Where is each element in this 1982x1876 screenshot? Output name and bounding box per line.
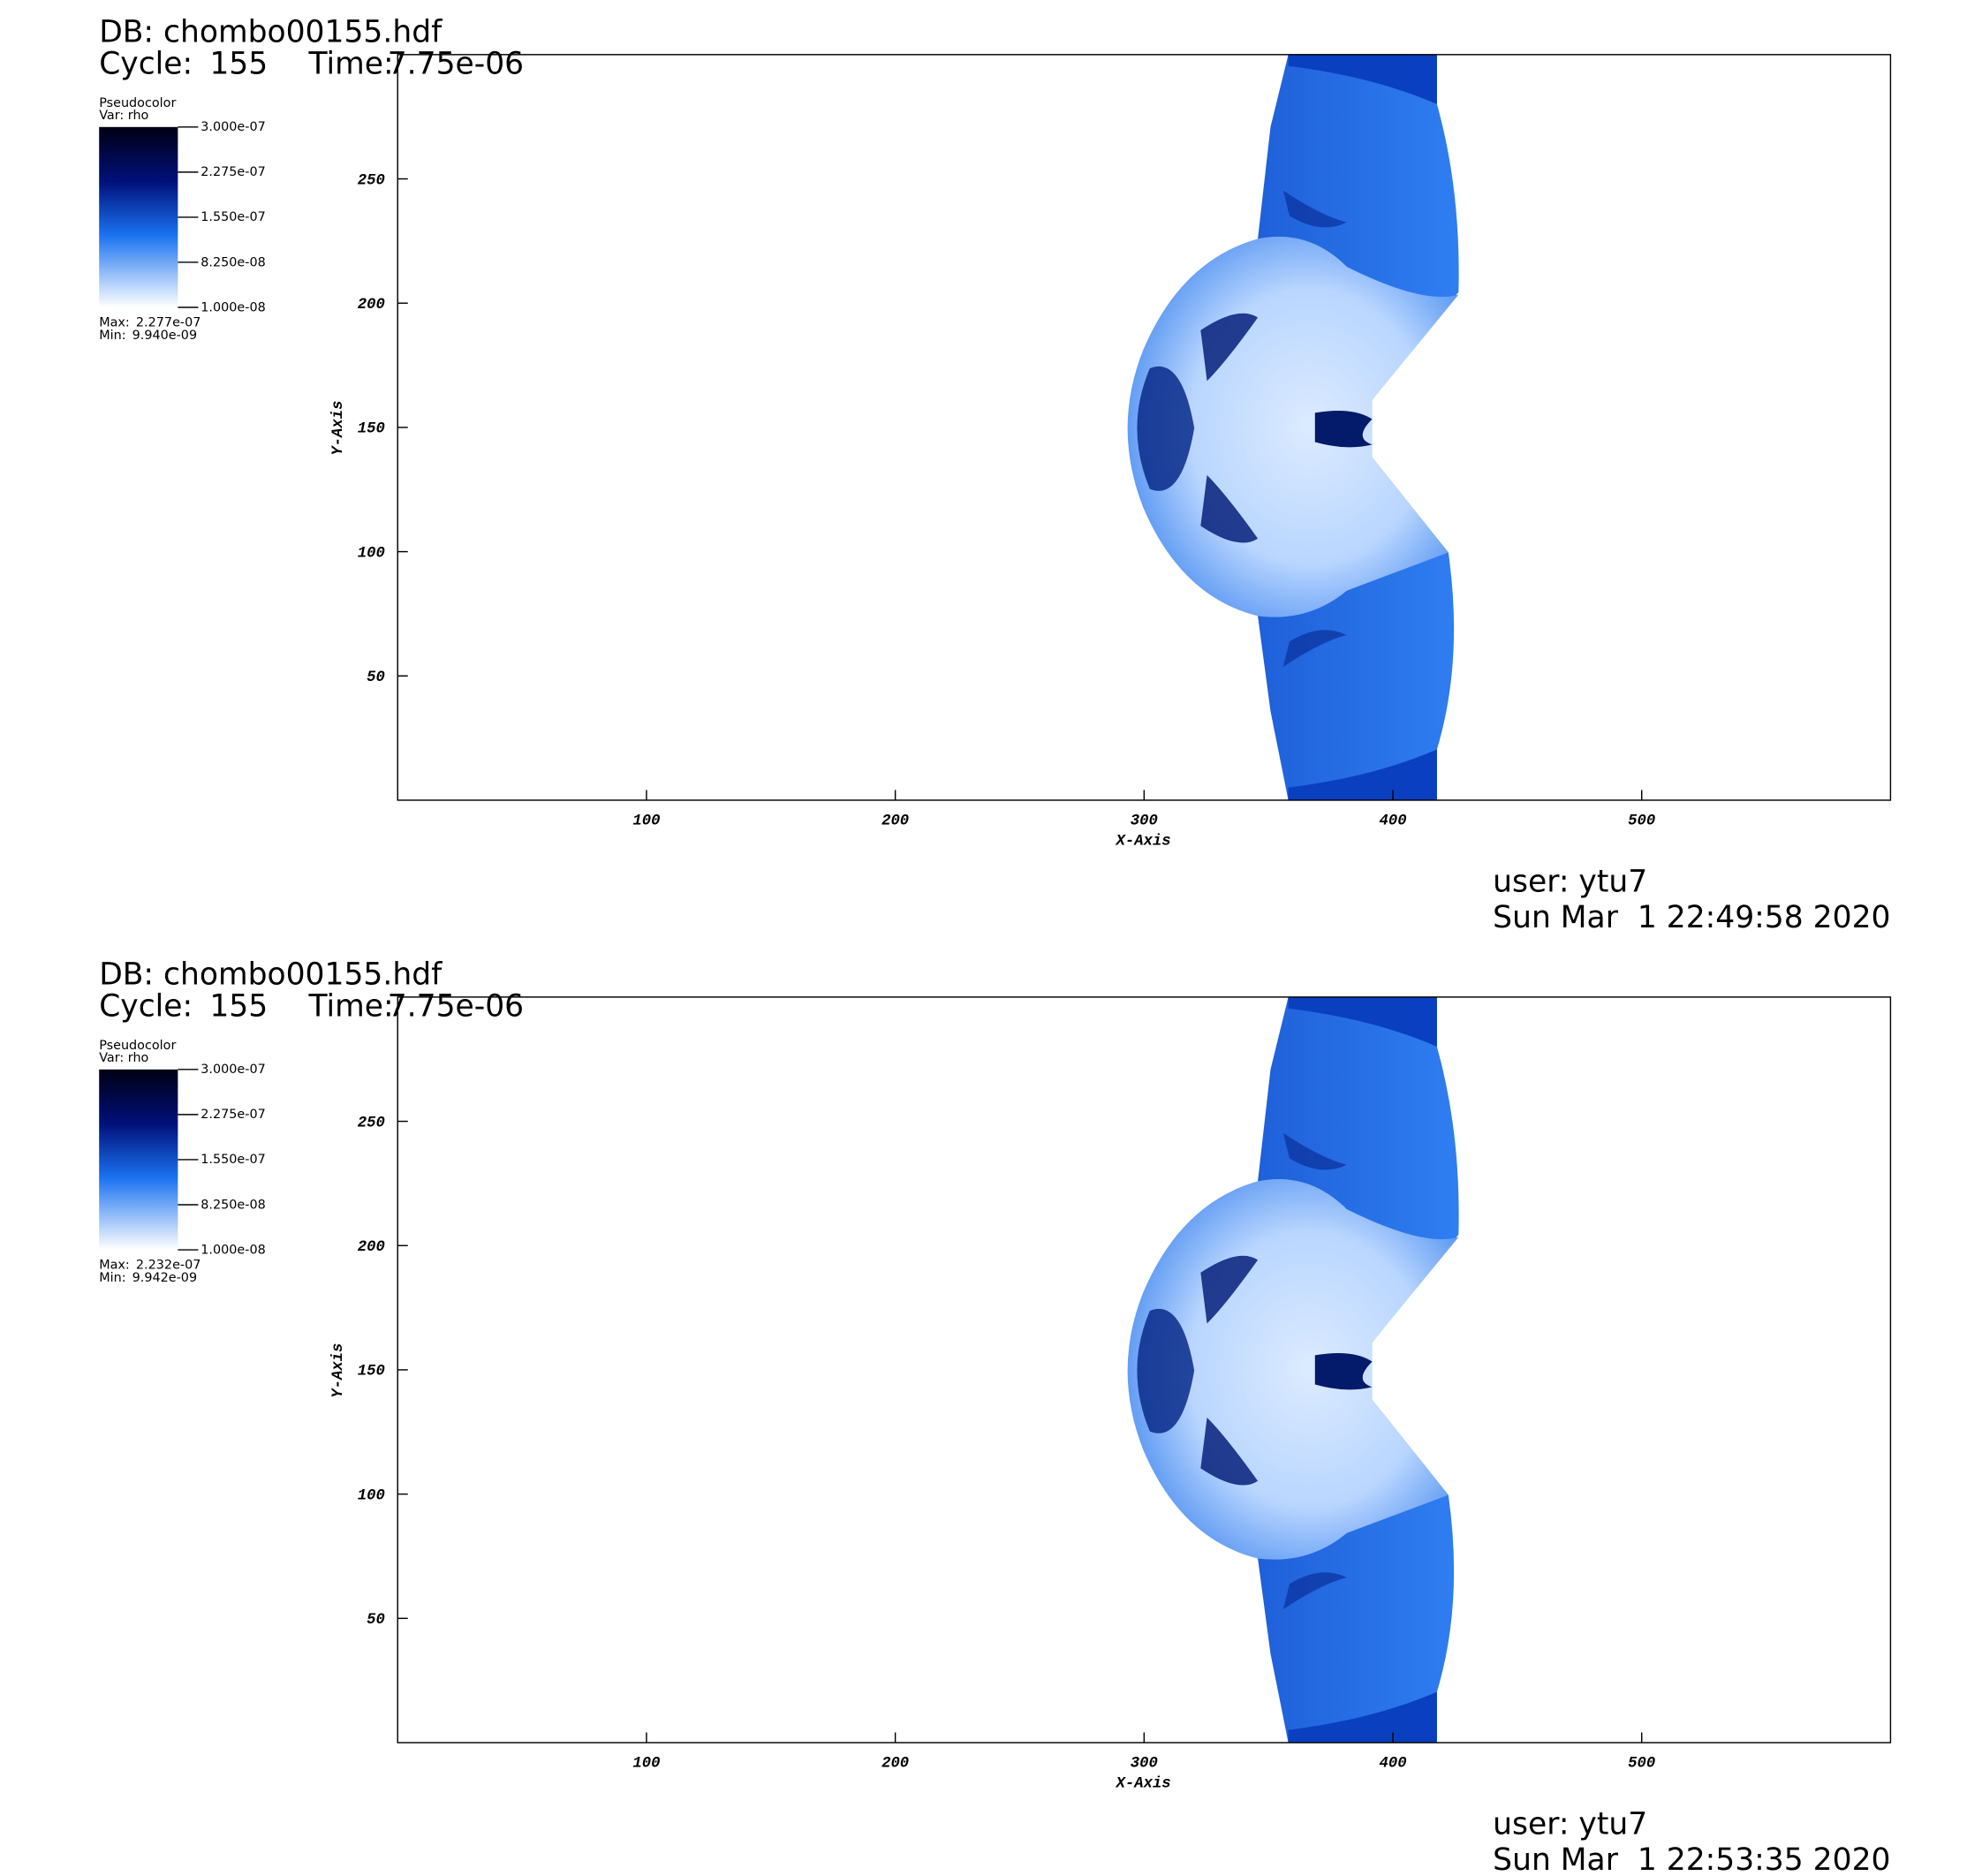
cycle-value: 155 xyxy=(209,46,268,81)
date: Sun Mar 1 22:53:35 2020 xyxy=(1493,1842,1890,1876)
density-field xyxy=(1127,996,1459,1744)
x-tick-label: 300 xyxy=(1131,813,1158,829)
x-tick-label: 400 xyxy=(1380,1755,1407,1772)
legend-var: Var: rho xyxy=(99,109,148,123)
y-tick-label: 50 xyxy=(367,1612,385,1629)
colorbar-tick-label: 1.000e-08 xyxy=(200,300,265,314)
x-tick-label: 100 xyxy=(632,1755,660,1772)
legend-title: Pseudocolor xyxy=(99,96,176,110)
y-tick-label: 100 xyxy=(358,545,385,562)
colorbar xyxy=(99,1069,178,1251)
x-tick-label: 400 xyxy=(1380,813,1407,829)
y-tick-label: 250 xyxy=(358,172,385,189)
user: user: ytu7 xyxy=(1493,1807,1647,1842)
db-name: DB: chombo00155.hdf xyxy=(99,14,443,49)
cycle-value: 155 xyxy=(209,988,268,1024)
min-label: Min: xyxy=(99,329,125,343)
colorbar-tick-label: 2.275e-07 xyxy=(200,165,265,179)
x-axis-label: X-Axis xyxy=(1116,833,1171,850)
db-name: DB: chombo00155.hdf xyxy=(99,957,443,992)
colorbar-tick-label: 2.275e-07 xyxy=(200,1108,265,1122)
x-tick-label: 100 xyxy=(632,813,660,829)
x-tick-label: 500 xyxy=(1628,1755,1655,1772)
y-tick-label: 50 xyxy=(367,669,385,686)
y-tick-label: 150 xyxy=(358,1364,385,1381)
time-label: Time: xyxy=(308,988,394,1024)
min-value: 9.942e-09 xyxy=(132,1271,197,1285)
min-value: 9.940e-09 xyxy=(132,329,197,343)
y-tick-label: 200 xyxy=(358,1239,385,1256)
min-label: Min: xyxy=(99,1271,125,1285)
y-tick-label: 100 xyxy=(358,1487,385,1504)
max-value: 2.277e-07 xyxy=(136,316,200,330)
y-tick-label: 200 xyxy=(358,297,385,314)
time-label: Time: xyxy=(308,46,394,81)
max-label: Max: xyxy=(99,316,130,330)
x-tick-label: 500 xyxy=(1628,813,1655,829)
time-value: 7.75e-06 xyxy=(388,46,524,81)
colorbar-tick-label: 3.000e-07 xyxy=(200,1063,265,1077)
cycle-label: Cycle: xyxy=(99,46,193,81)
x-axis-label: X-Axis xyxy=(1116,1775,1171,1792)
legend-var: Var: rho xyxy=(99,1051,148,1065)
max-label: Max: xyxy=(99,1259,130,1273)
x-tick-label: 200 xyxy=(881,1755,909,1772)
y-axis-label: Y-Axis xyxy=(330,1343,347,1398)
time-value: 7.75e-06 xyxy=(388,988,524,1024)
legend-title: Pseudocolor xyxy=(99,1039,176,1053)
colorbar-tick-label: 8.250e-08 xyxy=(200,255,265,269)
cycle-label: Cycle: xyxy=(99,988,193,1024)
colorbar-tick-label: 8.250e-08 xyxy=(200,1198,265,1212)
colorbar-tick-label: 1.550e-07 xyxy=(200,1153,265,1167)
colorbar xyxy=(99,126,178,308)
density-field xyxy=(1127,54,1459,800)
colorbar-tick-label: 1.000e-08 xyxy=(200,1243,265,1257)
y-tick-label: 150 xyxy=(358,421,385,438)
x-tick-label: 300 xyxy=(1131,1755,1158,1772)
y-axis-label: Y-Axis xyxy=(330,401,347,456)
date: Sun Mar 1 22:49:58 2020 xyxy=(1493,900,1890,935)
max-value: 2.232e-07 xyxy=(136,1259,200,1273)
user: user: ytu7 xyxy=(1493,865,1647,900)
colorbar-tick-label: 1.550e-07 xyxy=(200,210,265,224)
colorbar-tick-label: 3.000e-07 xyxy=(200,120,265,134)
x-tick-label: 200 xyxy=(881,813,909,829)
y-tick-label: 250 xyxy=(358,1115,385,1131)
